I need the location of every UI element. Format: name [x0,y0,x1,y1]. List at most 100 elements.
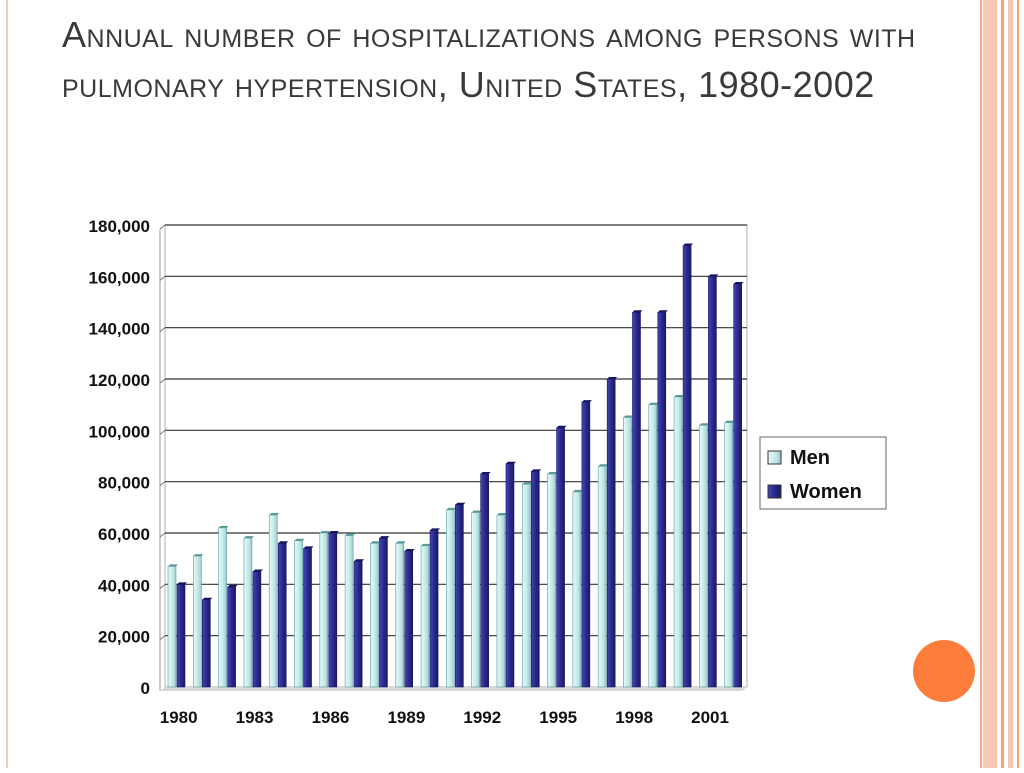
bar-women-top [708,274,719,277]
y-tick-label: 20,000 [98,628,150,647]
bar-women-top [227,584,238,587]
bar-men-top [496,513,507,516]
x-tick-label: 1980 [160,708,198,727]
legend-swatch-women [767,484,782,499]
bar-men [395,542,405,688]
bar-women [657,311,667,688]
bar-women-top [303,546,314,549]
bar-men-top [598,464,609,467]
bar-men-top [522,482,533,485]
gridline-side [159,275,166,281]
bar-women-top [531,469,542,472]
bar-women-top [581,400,592,403]
bar-women [404,550,414,688]
bar-women [202,599,211,688]
bar-women [632,311,641,688]
bar-women-top [430,528,441,531]
bar-women-top [252,569,263,572]
bar-men-top [269,513,280,516]
bar-women [708,276,717,688]
y-tick-label: 0 [141,679,150,698]
bar-women-top [733,282,744,285]
gridline-side [159,224,166,230]
y-tick-label: 80,000 [98,474,150,493]
bar-women [176,584,186,688]
bar-men [420,545,430,688]
y-tick-label: 180,000 [89,217,150,236]
decor-circle [913,640,975,702]
bar-women-top [278,541,289,544]
y-tick-label: 60,000 [98,525,150,544]
bar-women [429,530,439,688]
bar-women [328,532,338,688]
bar-women [227,586,236,688]
x-tick-label: 1998 [615,708,653,727]
bar-men [193,555,202,688]
bar-women [353,560,363,688]
y-tick-label: 160,000 [89,268,150,287]
decor-stripe-wide [983,0,997,768]
bar-men-top [674,394,685,397]
bar-women [682,245,692,688]
y-tick-label: 100,000 [89,422,150,441]
bar-women-top [354,559,365,562]
bar-women [277,542,287,688]
bar-women [455,504,464,688]
x-tick-label: 1986 [312,708,350,727]
bar-women-top [505,461,516,464]
x-tick-label: 1992 [463,708,501,727]
bar-men [370,542,379,688]
bar-men-top [623,415,634,418]
bar-women [379,537,388,688]
x-tick-label: 1983 [236,708,274,727]
bar-women-top [455,502,466,505]
bar-men-top [294,538,305,541]
gridline-side [159,429,166,435]
bar-men-top [193,554,204,557]
bar-men [344,535,354,688]
bar-women [581,401,591,688]
bar-men-top [319,531,330,533]
bar-men [597,465,607,688]
bar-women [505,463,515,688]
bar-men-top [243,536,254,539]
x-tick-label: 1995 [539,708,577,727]
bar-women-top [632,310,643,313]
bar-men [319,532,329,688]
bar-men [294,540,303,688]
chart-legend: Men Women [759,436,887,510]
x-tick-label: 2001 [691,708,729,727]
bar-women-top [607,377,618,379]
bar-women [480,473,489,688]
bar-women-top [683,243,694,246]
gridline-side [159,635,166,641]
bar-women-top [480,471,491,474]
bar-women-top [177,582,187,585]
bar-men [496,514,506,688]
decor-stripe-line-3 [1008,0,1013,768]
bar-women-top [328,531,339,533]
gridline-side [159,532,166,538]
bar-men [218,527,227,688]
gridline-side [159,583,166,589]
bar-men [623,417,632,688]
bar-men [471,512,480,688]
y-tick-label: 40,000 [98,576,150,595]
bar-women [530,471,540,688]
y-tick-label: 140,000 [89,320,150,339]
bar-men-top [547,471,558,474]
slide-title: Annual number of hospitalizations among … [62,14,916,105]
bar-men-top [446,507,457,510]
bar-men [572,491,582,688]
plot-floor [160,687,747,691]
bar-women [252,571,262,688]
decor-stripe-line-4 [1017,0,1019,768]
bar-women-top [556,425,567,428]
bar-men [268,514,278,688]
x-tick-label: 1989 [387,708,425,727]
y-tick-label: 120,000 [89,371,150,390]
bar-men [673,396,683,688]
bar-men [521,483,531,688]
bar-men-top [370,541,381,544]
